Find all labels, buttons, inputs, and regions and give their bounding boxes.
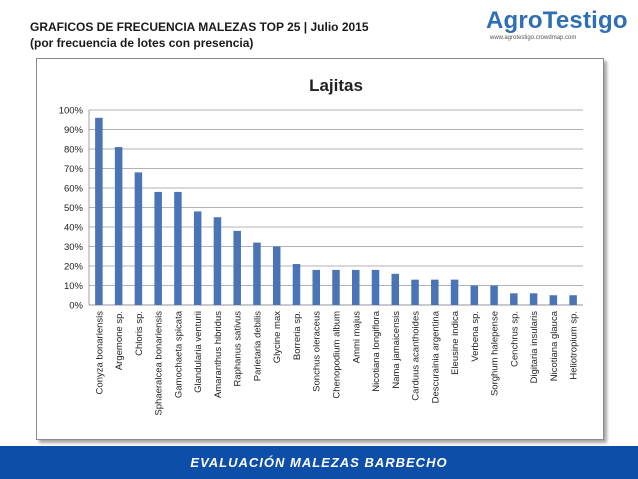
bar	[352, 269, 360, 305]
bar	[470, 285, 479, 305]
x-tick-label: Chenopodium album	[332, 311, 343, 399]
x-tick-label: Carduus acanthoides	[411, 311, 422, 401]
bar	[213, 217, 222, 305]
bar	[510, 293, 518, 305]
x-tick-label: Cenchrus sp.	[509, 311, 520, 367]
bar	[569, 295, 577, 305]
bar	[450, 279, 459, 305]
y-tick-label: 70%	[64, 164, 84, 175]
y-tick-label: 60%	[64, 184, 84, 195]
x-tick-label: Raphanus sativus	[233, 311, 244, 387]
x-tick-label: Sonchus oleraceus	[312, 311, 323, 392]
slide-subtitle: (por frecuencia de lotes con presencia)	[30, 36, 254, 50]
agrotestigo-logo: AgroTestigo www.agrotestigo.crowdmap.com	[486, 7, 628, 48]
bar	[292, 264, 301, 305]
x-tick-label: Nama jamaicensis	[391, 311, 402, 389]
x-tick-label: Parietaria debilis	[252, 311, 263, 381]
chart-title: Lajitas	[309, 76, 363, 95]
y-tick-label: 50%	[64, 203, 84, 214]
x-tick-label: Amaranthus hibridus	[213, 311, 224, 398]
y-tick-label: 30%	[64, 242, 84, 253]
frequency-bar-chart: Lajitas 0% 10% 20% 30% 40% 50% 60% 70% 80% 90% 100%…	[59, 76, 583, 416]
y-tick-label: 100%	[59, 106, 84, 117]
bar	[114, 147, 123, 305]
bar	[549, 295, 558, 305]
y-tick-label: 90%	[64, 125, 84, 136]
footer-bar: EVALUACIÓN MALEZAS BARBECHO	[0, 446, 638, 479]
x-tick-label: Chloris sp.	[134, 311, 145, 356]
bar	[272, 246, 281, 305]
bar	[253, 242, 261, 305]
bar	[391, 273, 400, 305]
bar	[193, 211, 202, 305]
y-tick-label: 10%	[64, 281, 84, 292]
x-tick-label: Argemone sp.	[114, 311, 125, 370]
x-tick-label: Verbena sp.	[470, 311, 481, 362]
bar	[134, 172, 143, 305]
y-tick-label: 20%	[64, 262, 84, 273]
x-tick-label: Descurainia argentina	[430, 310, 441, 403]
x-tick-label: Glycine max	[272, 311, 283, 364]
chart-frame: Lajitas 0% 10% 20% 30% 40% 50% 60% 70% 80% 90% 100%…	[36, 58, 604, 440]
x-tick-label: Eleusine indica	[450, 310, 461, 375]
x-tick-label: Sphaeralcea bonariensis	[154, 311, 165, 416]
bar	[529, 293, 538, 305]
x-tick-label: Gamochaeta spicata	[173, 310, 184, 398]
bar	[431, 279, 439, 305]
bar	[312, 269, 320, 305]
y-tick-label: 80%	[64, 145, 84, 156]
x-tick-label: Digitaria insularis	[529, 311, 540, 384]
slide-title: GRAFICOS DE FRECUENCIA MALEZAS TOP 25 | …	[30, 20, 369, 34]
bar	[154, 191, 162, 305]
slide-header: GRAFICOS DE FRECUENCIA MALEZAS TOP 25 | …	[30, 19, 410, 51]
x-tick-label: Ammi majus	[351, 311, 362, 364]
x-tick-label: Conyza bonariensis	[94, 311, 105, 395]
bar	[174, 191, 182, 305]
bar	[233, 230, 241, 305]
bar	[411, 279, 419, 305]
logo-name: AgroTestigo	[486, 7, 628, 34]
bar	[332, 269, 340, 305]
x-tick-label: Nicotiana glauca	[549, 310, 560, 381]
y-tick-label: 40%	[64, 223, 84, 234]
bar	[95, 117, 103, 305]
x-tick-label: Glandularia venturii	[193, 311, 204, 393]
x-tick-label: Heliotropium sp.	[569, 311, 580, 380]
x-tick-label: Borreria sp.	[292, 311, 303, 360]
footer-label: EVALUACIÓN MALEZAS BARBECHO	[190, 455, 448, 470]
y-tick-label: 0%	[69, 301, 83, 312]
bar	[371, 269, 380, 305]
x-tick-label: Nicotiana longiflora	[371, 310, 382, 392]
bar	[490, 285, 498, 305]
x-tick-label: Sorghum halepense	[490, 311, 501, 396]
logo-url: www.agrotestigo.crowdmap.com	[490, 35, 577, 41]
